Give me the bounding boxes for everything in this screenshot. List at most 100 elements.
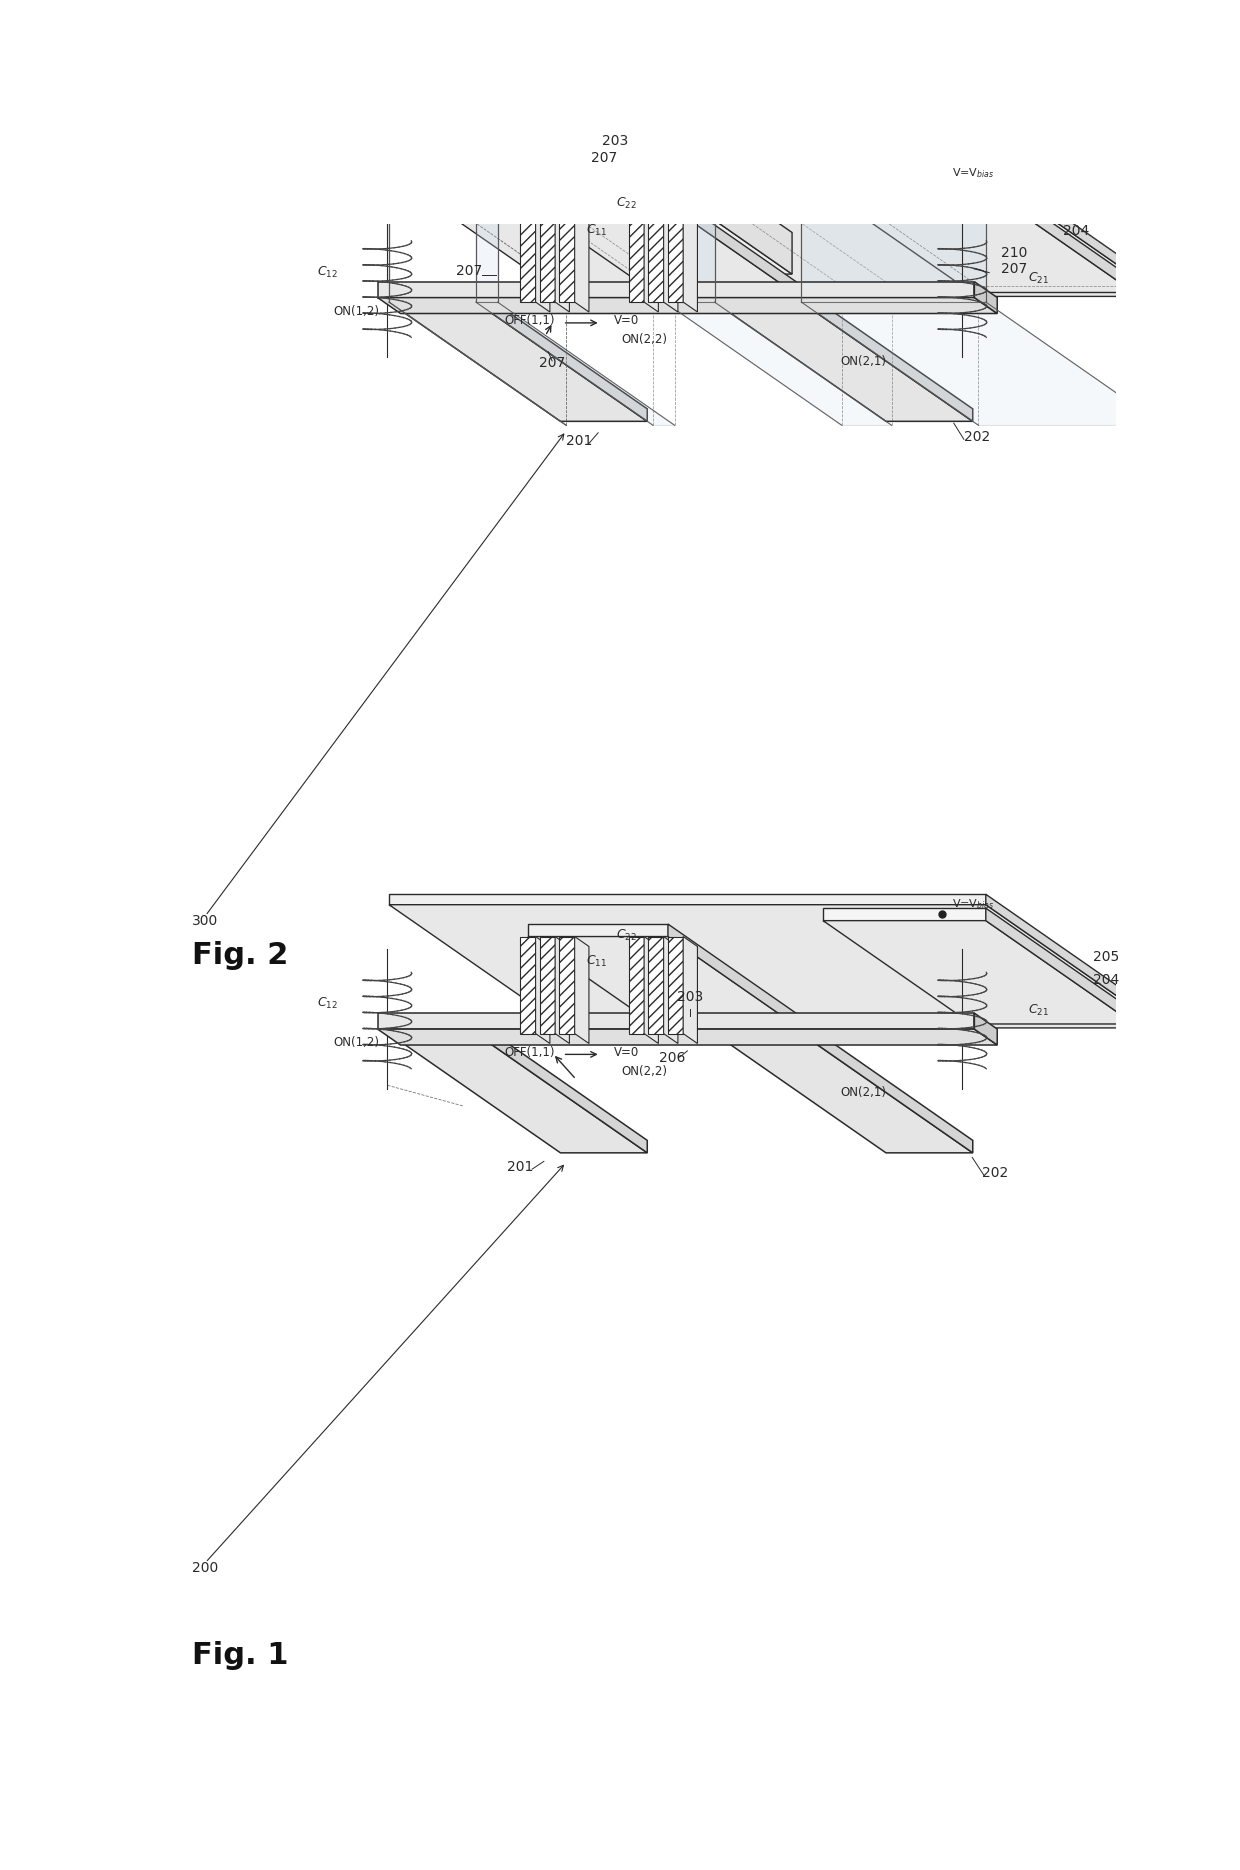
Text: $C_{11}$: $C_{11}$ xyxy=(587,223,608,237)
Text: OFF(1,1): OFF(1,1) xyxy=(505,1045,556,1058)
Polygon shape xyxy=(559,937,574,1034)
Polygon shape xyxy=(389,1034,647,1152)
Polygon shape xyxy=(714,290,801,303)
Text: 207: 207 xyxy=(539,355,565,370)
Text: ON(2,2): ON(2,2) xyxy=(621,1064,667,1077)
Text: 201: 201 xyxy=(565,434,591,449)
Text: 207: 207 xyxy=(591,151,618,165)
Polygon shape xyxy=(574,206,589,312)
Polygon shape xyxy=(528,206,816,309)
Text: 204: 204 xyxy=(1094,972,1120,987)
Polygon shape xyxy=(649,206,663,303)
Polygon shape xyxy=(666,146,792,275)
Polygon shape xyxy=(683,206,697,312)
Polygon shape xyxy=(629,937,644,1034)
Polygon shape xyxy=(668,924,816,1040)
Text: 203: 203 xyxy=(677,989,703,1004)
Text: $C_{21}$: $C_{21}$ xyxy=(1028,271,1049,286)
Polygon shape xyxy=(975,1014,997,1045)
Text: ON(1,2): ON(1,2) xyxy=(334,1036,379,1049)
Polygon shape xyxy=(539,206,556,303)
Polygon shape xyxy=(389,303,567,424)
Polygon shape xyxy=(559,206,574,303)
Text: ON(1,2): ON(1,2) xyxy=(334,305,379,318)
Polygon shape xyxy=(986,163,1163,297)
Polygon shape xyxy=(536,206,549,312)
Polygon shape xyxy=(562,187,792,275)
Polygon shape xyxy=(476,163,497,303)
Text: $C_{22}$: $C_{22}$ xyxy=(615,928,636,942)
Text: 207: 207 xyxy=(1001,262,1027,275)
Polygon shape xyxy=(668,193,816,309)
Polygon shape xyxy=(683,937,697,1043)
Text: $C_{11}$: $C_{11}$ xyxy=(587,954,608,969)
Text: $C_{21}$: $C_{21}$ xyxy=(1028,1002,1049,1017)
Polygon shape xyxy=(644,206,658,312)
Polygon shape xyxy=(378,282,975,297)
Polygon shape xyxy=(986,176,1135,292)
Text: 205: 205 xyxy=(1094,950,1120,963)
Polygon shape xyxy=(539,937,556,1034)
Polygon shape xyxy=(476,290,647,421)
Polygon shape xyxy=(663,206,678,312)
Polygon shape xyxy=(389,290,476,303)
Text: 207: 207 xyxy=(455,264,482,279)
Text: ON(2,2): ON(2,2) xyxy=(621,333,667,346)
Polygon shape xyxy=(562,146,666,187)
Polygon shape xyxy=(378,1028,997,1045)
Polygon shape xyxy=(823,920,1135,1025)
Polygon shape xyxy=(389,905,1163,1028)
Polygon shape xyxy=(536,937,549,1043)
Polygon shape xyxy=(528,193,668,206)
Text: ON(2,1): ON(2,1) xyxy=(839,355,885,368)
Polygon shape xyxy=(629,206,644,303)
Text: V=0: V=0 xyxy=(614,1045,639,1058)
Text: 201: 201 xyxy=(507,1159,534,1174)
Text: $C_{12}$: $C_{12}$ xyxy=(317,997,339,1012)
Polygon shape xyxy=(528,924,668,937)
Polygon shape xyxy=(665,163,714,303)
Polygon shape xyxy=(823,189,1135,292)
Polygon shape xyxy=(389,1021,476,1034)
Polygon shape xyxy=(714,1021,801,1034)
Polygon shape xyxy=(801,290,972,421)
Polygon shape xyxy=(521,206,536,303)
Text: 204: 204 xyxy=(1063,224,1089,237)
Polygon shape xyxy=(986,909,1135,1025)
Polygon shape xyxy=(801,303,1163,424)
Text: 200: 200 xyxy=(192,1561,218,1575)
Text: 202: 202 xyxy=(963,430,991,443)
Polygon shape xyxy=(668,206,683,303)
Text: $C_{22}$: $C_{22}$ xyxy=(615,196,636,211)
Text: 210: 210 xyxy=(1001,247,1027,260)
Polygon shape xyxy=(378,1014,975,1028)
Text: 206: 206 xyxy=(658,1051,686,1066)
Polygon shape xyxy=(801,163,986,303)
Polygon shape xyxy=(521,937,536,1034)
Text: ON(2,1): ON(2,1) xyxy=(839,1086,885,1100)
Polygon shape xyxy=(556,937,569,1043)
Polygon shape xyxy=(823,909,986,920)
Polygon shape xyxy=(389,894,986,905)
Text: V=V$_{bias}$: V=V$_{bias}$ xyxy=(952,166,994,180)
Polygon shape xyxy=(801,1021,972,1152)
Polygon shape xyxy=(663,937,678,1043)
Polygon shape xyxy=(714,303,972,421)
Polygon shape xyxy=(389,303,647,421)
Polygon shape xyxy=(823,176,986,189)
Polygon shape xyxy=(389,174,1163,297)
Text: 203: 203 xyxy=(603,135,629,148)
Polygon shape xyxy=(378,297,997,314)
Text: OFF(1,1): OFF(1,1) xyxy=(505,314,556,327)
Polygon shape xyxy=(389,163,986,174)
Polygon shape xyxy=(986,894,1163,1029)
Polygon shape xyxy=(714,1034,972,1152)
Polygon shape xyxy=(528,937,816,1040)
Polygon shape xyxy=(975,282,997,314)
Polygon shape xyxy=(574,937,589,1043)
Polygon shape xyxy=(556,206,569,312)
Polygon shape xyxy=(649,937,663,1034)
Text: $C_{12}$: $C_{12}$ xyxy=(317,264,339,279)
Polygon shape xyxy=(665,303,892,424)
Text: V=V$_{bias}$: V=V$_{bias}$ xyxy=(952,898,994,911)
